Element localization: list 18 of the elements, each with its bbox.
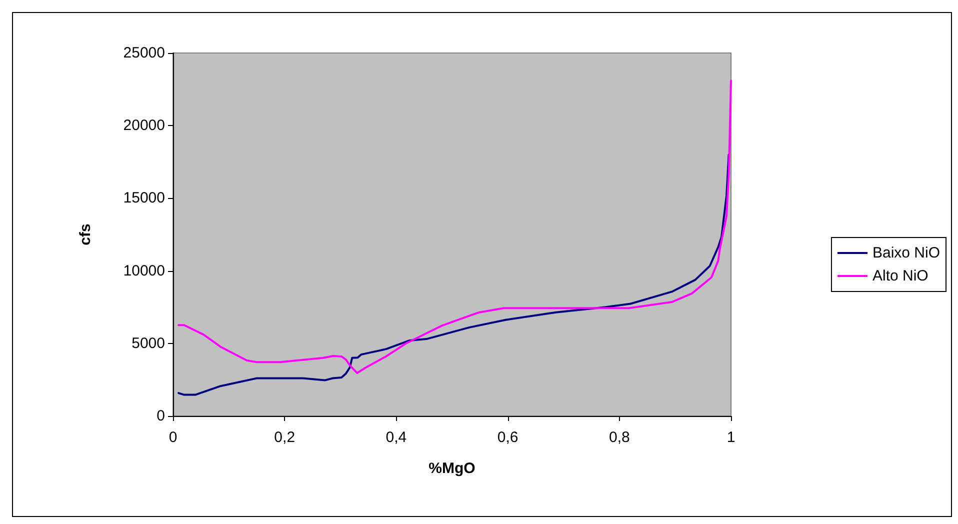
x-tick-label: 0,8 — [608, 429, 630, 446]
y-tick-label: 10000 — [123, 262, 165, 280]
y-tick-label: 0 — [156, 408, 165, 424]
y-tick-label: 25000 — [123, 44, 165, 62]
line-series — [178, 80, 732, 374]
x-tick-label: 0,4 — [386, 429, 407, 446]
line-series — [178, 154, 730, 396]
x-tick-label: 0 — [168, 429, 178, 446]
y-tick-label: 15000 — [123, 190, 165, 207]
x-tick-label: 0,2 — [274, 429, 296, 446]
legend-label: Baixo NiO — [872, 244, 940, 262]
x-axis-title: %MgO — [428, 460, 476, 477]
legend-label: Alto NiO — [872, 268, 928, 284]
y-tick-label: 5000 — [132, 334, 165, 352]
y-tick-label: 20000 — [123, 117, 165, 134]
x-tick-label: 1 — [726, 429, 736, 446]
y-axis-title: cfs — [77, 224, 94, 246]
x-tick-label: 0,6 — [497, 429, 518, 446]
